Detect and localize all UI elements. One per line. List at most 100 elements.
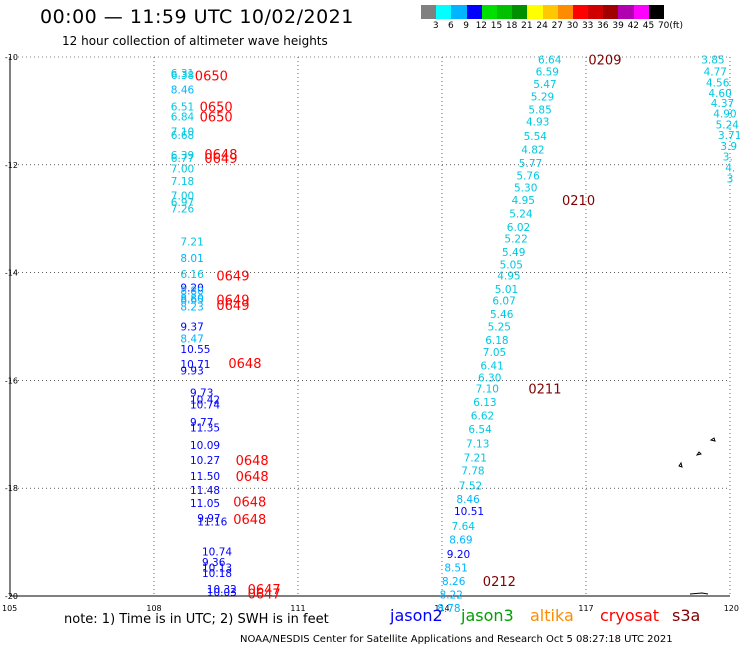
wave-height-label: 7.05 (483, 347, 506, 359)
wave-height-label: 9.20 (180, 283, 203, 295)
legend-swatch (618, 5, 634, 19)
wave-height-label: 9.97 (197, 513, 220, 525)
legend-label: 9 (463, 21, 469, 31)
wave-height-label: 8.65 (180, 295, 203, 307)
legend-swatch (603, 5, 619, 19)
pass-time-label: 0650 (195, 69, 228, 84)
wave-height-label: 10.71 (180, 359, 210, 371)
legend-label: 70 (657, 21, 670, 31)
wave-height-label: 5.49 (502, 247, 525, 259)
lat-tick-label: -12 (5, 161, 18, 170)
legend-swatch (451, 5, 467, 19)
satellite-altika: altika (530, 606, 574, 625)
wave-height-label: 6.68 (171, 130, 194, 142)
wave-height-label: 8.46 (456, 494, 480, 506)
wave-height-label: 6.97 (171, 197, 194, 209)
wave-height-label: 4.90 (713, 109, 736, 121)
wave-height-label: 9.20 (447, 549, 470, 561)
footer-credit: NOAA/NESDIS Center for Satellite Applica… (240, 634, 673, 645)
wave-height-label: 5.01 (495, 284, 518, 296)
map-subtitle: 12 hour collection of altimeter wave hei… (62, 34, 328, 48)
satellite-jason3: jason3 (461, 606, 514, 625)
legend-label: 21 (521, 21, 533, 31)
wave-height-label: 3 (727, 173, 734, 185)
lat-tick-label: -16 (5, 376, 18, 385)
pass-time-label: 0648 (228, 357, 261, 372)
wave-height-label: 5.05 (500, 260, 523, 272)
pass-time-label: 0648 (236, 454, 269, 469)
pass-time-label: 0648 (204, 148, 237, 163)
legend-label: 3 (432, 21, 439, 31)
island-shape (695, 451, 702, 456)
wave-height-label: 8.22 (440, 589, 463, 601)
wave-height-label: 10.74 (190, 400, 220, 412)
wave-height-label: 9.36 (202, 557, 226, 569)
lat-tick-label: -18 (5, 484, 18, 493)
legend-swatch (542, 5, 558, 19)
wave-height-label: 8.47 (180, 333, 203, 345)
wave-height-label: 10.18 (202, 568, 232, 580)
wave-height-label: 7.00 (171, 164, 194, 176)
island-shape (678, 461, 683, 468)
legend-swatch (572, 5, 589, 19)
legend-label: 18 (505, 21, 518, 31)
coastline-segment (689, 592, 709, 595)
wave-height-label: 7.21 (180, 236, 203, 248)
wave-height-label: 7.10 (171, 126, 194, 138)
legend-swatch (648, 5, 664, 19)
wave-height-label: 7.26 (171, 203, 195, 215)
wave-height-label: 4. (725, 162, 735, 174)
wave-height-label: 6.38 (171, 70, 194, 82)
wave-height-label: 8.69 (449, 534, 472, 546)
satellite-cryosat: cryosat (600, 606, 660, 625)
wave-height-label: 9.77 (190, 417, 213, 429)
pass-time-label: 0209 (588, 54, 621, 69)
wave-height-label: 4.56 (706, 77, 730, 89)
wave-height-label: 9.37 (180, 322, 203, 334)
wave-height-label: 4.93 (526, 117, 549, 129)
pass-time-label: 0650 (200, 110, 233, 125)
wave-height-label: 10.55 (180, 344, 210, 356)
wave-height-label: 4.37 (711, 98, 734, 110)
wave-height-label: 6.54 (468, 424, 492, 436)
wave-height-label: 5.24 (509, 208, 533, 220)
pass-time-label: 0649 (204, 152, 237, 167)
legend-label: 27 (551, 21, 564, 31)
legend-swatches (421, 5, 664, 19)
wave-height-label: 6.59 (536, 67, 559, 79)
wave-height-label: 8.23 (180, 302, 203, 314)
wave-height-label: 8.46 (171, 84, 195, 96)
pass-time-label: 0212 (483, 575, 516, 590)
wave-height-label: 3.71 (718, 130, 740, 142)
wave-height-label: 5.24 (716, 119, 740, 131)
wave-height-label: 8.01 (180, 253, 203, 265)
wave-height-label: 10.03 (207, 587, 237, 599)
wave-height-label: 5.29 (531, 91, 554, 103)
wave-height-label: 5.85 (528, 104, 551, 116)
wave-height-label: 9.73 (190, 387, 213, 399)
satellite-jason2: jason2 (390, 606, 443, 625)
legend-label: 15 (490, 21, 503, 31)
pass-time-label: 0650 (200, 101, 233, 116)
wave-height-label: 6.41 (480, 360, 503, 372)
lon-tick-label: 114 (434, 604, 449, 613)
lat-tick-label: -10 (5, 53, 18, 62)
lat-tick-label: -20 (5, 592, 18, 601)
wave-height-label: 5.25 (488, 322, 511, 334)
wave-height-label: 10.32 (207, 584, 237, 596)
lon-tick-label: 105 (2, 604, 17, 613)
wave-height-label: 5.54 (524, 131, 548, 143)
legend-swatch (421, 5, 437, 19)
wave-height-label: 5.46 (490, 309, 514, 321)
wave-height-label: 6.16 (180, 269, 204, 281)
island-shape (709, 437, 716, 442)
wave-height-label: 6.13 (473, 397, 496, 409)
wave-height-label: 9.93 (180, 366, 203, 378)
wave-height-label: 5.47 (533, 79, 556, 91)
wave-height-label: 3.85 (701, 55, 724, 67)
wave-height-label: 8.80 (180, 293, 203, 305)
satellite-s3a: s3a (672, 606, 701, 625)
color-legend: 3 6 9 12 15 18 21 24 27 30 33 36 39 42 45 70 (ft) (421, 5, 683, 33)
wave-height-label: 11.50 (190, 471, 220, 483)
